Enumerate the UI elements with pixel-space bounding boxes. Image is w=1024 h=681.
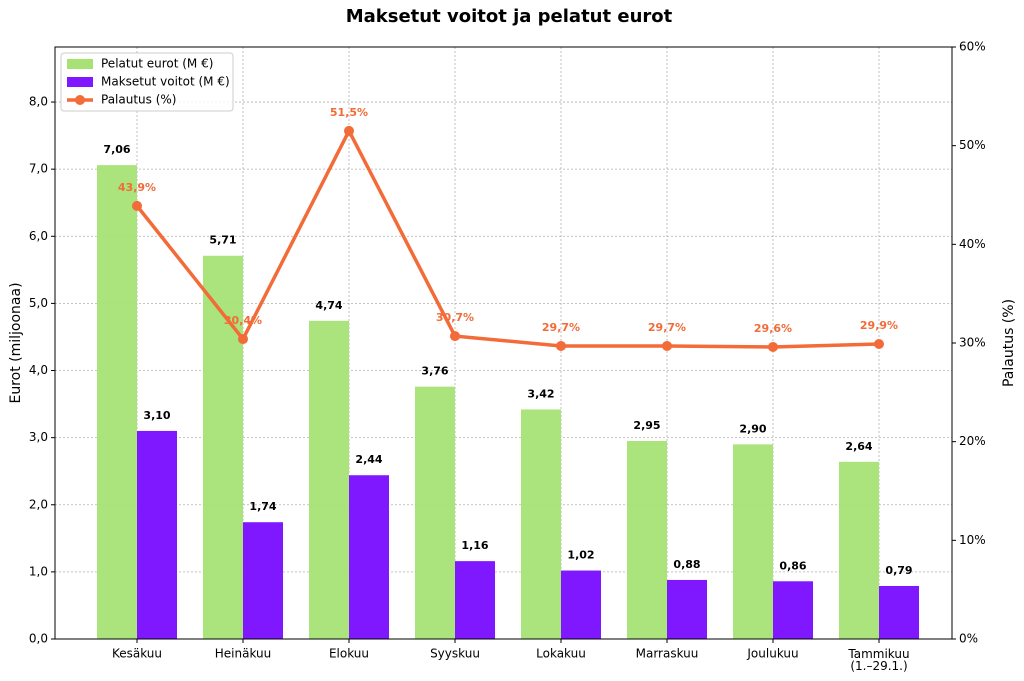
- bar: [455, 561, 495, 639]
- legend-box: [60, 52, 234, 112]
- bar-value-label: 2,64: [845, 440, 872, 453]
- bar-value-label: 0,86: [779, 559, 806, 572]
- bar: [97, 165, 137, 639]
- chart-title: Maksetut voitot ja pelatut eurot: [346, 6, 673, 27]
- x-tick-label: Heinäkuu: [215, 647, 272, 661]
- bar: [561, 570, 601, 639]
- bar-value-label: 5,71: [209, 234, 236, 247]
- y2-tick-label: 30%: [959, 336, 986, 350]
- line-value-label: 29,7%: [648, 321, 686, 334]
- y-tick-label: 3,0: [29, 430, 48, 444]
- bar-value-label: 0,79: [885, 564, 912, 577]
- bar-value-label: 2,90: [739, 422, 766, 435]
- bar-value-label: 4,74: [315, 299, 342, 312]
- y-axis-label: Eurot (miljoonaa): [8, 282, 24, 403]
- bar: [203, 255, 243, 639]
- x-tick-label: Lokakuu: [536, 647, 586, 661]
- bar-value-label: 2,44: [355, 453, 382, 466]
- legend-swatch: [67, 59, 93, 69]
- bar: [839, 461, 879, 639]
- line-point: [344, 125, 354, 136]
- line-point: [874, 338, 884, 349]
- line-point: [768, 341, 778, 352]
- line-value-label: 30,4%: [224, 314, 262, 327]
- bar: [415, 386, 455, 639]
- y2-tick-label: 0%: [959, 632, 978, 646]
- y-tick-label: 5,0: [29, 296, 48, 310]
- bar-value-label: 7,06: [103, 143, 130, 156]
- line-value-label: 29,9%: [860, 319, 898, 332]
- bar: [243, 522, 283, 639]
- y-tick-label: 6,0: [29, 229, 48, 243]
- legend-label: Maksetut voitot (M €): [101, 75, 230, 89]
- bar-value-label: 0,88: [673, 558, 700, 571]
- y-tick-label: 2,0: [29, 497, 48, 511]
- bar: [349, 475, 389, 639]
- y-tick-label: 4,0: [29, 363, 48, 377]
- plot-frame: [54, 46, 953, 640]
- bar-value-label: 3,10: [143, 409, 170, 422]
- line: [135, 127, 880, 349]
- bar: [137, 430, 177, 639]
- line-value-label: 51,5%: [330, 106, 368, 119]
- bar-value-label: 3,76: [421, 365, 448, 378]
- line-value-label: 29,7%: [542, 321, 580, 334]
- legend-label: Pelatut eurot (M €): [101, 57, 213, 71]
- y2-tick-label: 60%: [959, 40, 986, 54]
- bar-value-label: 3,42: [527, 387, 554, 400]
- line-value-label: 30,7%: [436, 311, 474, 324]
- bar: [309, 320, 349, 639]
- y2-tick-label: 10%: [959, 533, 986, 547]
- x-tick-label: Joulukuu: [746, 647, 798, 661]
- y2-tick-label: 40%: [959, 237, 986, 251]
- line-point: [132, 200, 142, 211]
- y-tick-label: 7,0: [29, 162, 48, 176]
- bar-value-label: 1,74: [249, 500, 276, 513]
- legend-swatch: [75, 95, 85, 105]
- y-tick-label: 1,0: [29, 564, 48, 578]
- x-tick-label: Kesäkuu: [112, 647, 162, 661]
- bar: [627, 440, 667, 639]
- y2-tick-label: 50%: [959, 138, 986, 152]
- line-value-label: 43,9%: [118, 181, 156, 194]
- bar-value-label: 1,16: [461, 539, 488, 552]
- bar: [667, 579, 707, 639]
- bar-value-label: 1,02: [567, 549, 594, 562]
- line-point: [450, 331, 460, 342]
- legend-label: Palautus (%): [101, 93, 177, 107]
- x-tick-label: Syyskuu: [430, 647, 480, 661]
- bar: [879, 585, 919, 639]
- legend-swatch: [67, 77, 93, 87]
- y2-axis-label: Palautus (%): [1001, 299, 1017, 387]
- y2-tick-label: 20%: [959, 434, 986, 448]
- x-tick-label: Elokuu: [329, 647, 369, 661]
- y-tick-label: 0,0: [29, 632, 48, 646]
- y-tick-label: 8,0: [29, 95, 48, 109]
- line-value-label: 29,6%: [754, 322, 792, 335]
- line-point: [238, 334, 248, 345]
- bar: [733, 444, 773, 639]
- line-point: [662, 340, 672, 351]
- bar: [773, 581, 813, 639]
- x-tick-label: Marraskuu: [636, 647, 699, 661]
- bar: [521, 409, 561, 639]
- x-tick-label: Tammikuu (1.–29.1.): [847, 647, 909, 673]
- line-point: [556, 340, 566, 351]
- bar-value-label: 2,95: [633, 419, 660, 432]
